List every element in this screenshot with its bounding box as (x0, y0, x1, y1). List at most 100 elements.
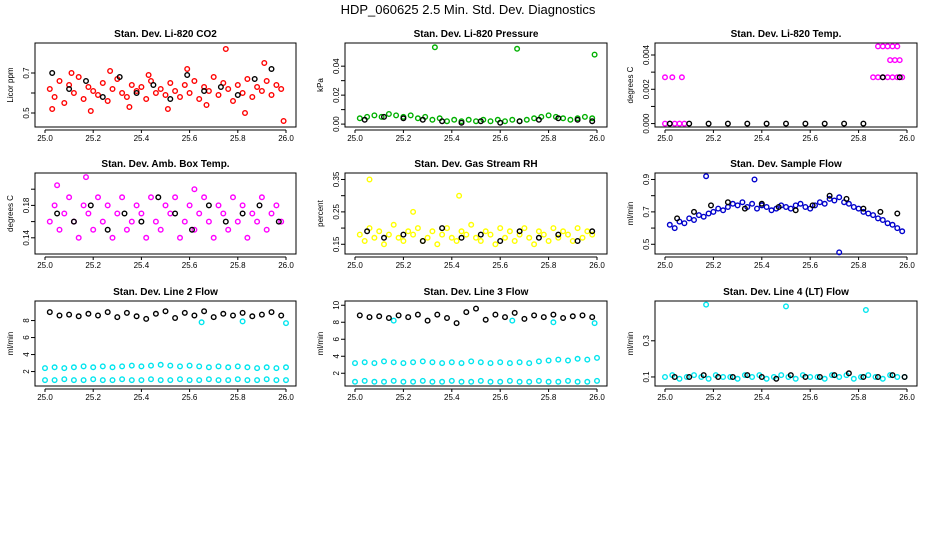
chart-panel-6: Stan. Dev. Sample Flow 0.5 0.7 0.9 ml/min 25.… (626, 159, 918, 270)
data-point (410, 378, 417, 385)
data-point (116, 73, 123, 80)
data-point (172, 210, 179, 217)
data-point (482, 228, 489, 235)
data-point (458, 228, 465, 235)
data-point (414, 225, 421, 232)
data-point (434, 311, 441, 318)
data-point (734, 202, 741, 209)
data-point (385, 315, 392, 322)
data-point (376, 313, 383, 320)
data-point (225, 364, 232, 371)
data-points (356, 44, 598, 126)
data-point (535, 228, 542, 235)
x-tick-label: 25.4 (444, 261, 460, 270)
data-point (686, 215, 693, 222)
data-point (792, 375, 799, 382)
data-point (254, 83, 261, 90)
data-point (589, 115, 596, 122)
data-point (763, 203, 770, 210)
data-point (797, 200, 804, 207)
x-tick-label: 25.8 (230, 134, 246, 143)
x-tick-label: 25.2 (85, 261, 101, 270)
data-point (104, 309, 111, 316)
data-point (196, 377, 203, 384)
data-point (671, 225, 678, 232)
data-point (70, 364, 77, 371)
data-point (666, 120, 673, 127)
y-tick-label: 0.7 (642, 206, 651, 218)
data-point (448, 234, 455, 241)
data-point (872, 374, 879, 381)
x-tick-label: 25.2 (396, 393, 412, 402)
data-point (535, 234, 542, 241)
data-point (894, 374, 901, 381)
data-point (239, 210, 246, 217)
data-point (506, 377, 513, 384)
series-bulk (46, 174, 285, 241)
data-point (477, 231, 484, 238)
data-point (473, 305, 480, 312)
chart-panel-2: Stan. Dev. Li-820 Pressure 0.00 0.02 0.04 kP… (316, 29, 608, 143)
data-point (821, 200, 828, 207)
data-point (133, 313, 140, 320)
data-point (831, 372, 838, 379)
panel-title: Stan. Dev. Li-820 Temp. (731, 29, 842, 40)
data-point (261, 60, 268, 67)
data-point (724, 120, 731, 127)
data-point (555, 234, 562, 241)
data-point (366, 314, 373, 321)
data-point (509, 116, 516, 123)
data-point (56, 226, 63, 233)
data-point (356, 312, 363, 319)
data-point (783, 303, 790, 310)
series-bulk (356, 44, 598, 125)
data-point (875, 43, 882, 50)
data-point (244, 234, 251, 241)
y-tick-label: 0.5 (642, 238, 651, 250)
series-band_lower (42, 376, 290, 384)
data-point (99, 79, 106, 86)
data-point (196, 95, 203, 102)
data-point (400, 231, 407, 238)
x-tick-label: 25.0 (657, 134, 673, 143)
x-tick-label: 26.0 (278, 134, 294, 143)
y-axis-label: Licor ppm (6, 67, 15, 102)
data-point (254, 377, 261, 384)
data-point (61, 376, 68, 383)
data-point (901, 374, 908, 381)
data-point (887, 372, 894, 379)
data-point (703, 173, 710, 180)
data-point (877, 208, 884, 215)
data-point (458, 360, 465, 367)
chart-panel-1: Stan. Dev. Li-820 CO2 0.5 0.7 Licor ppm 25.0… (6, 29, 297, 143)
data-point (205, 218, 212, 225)
data-point (80, 363, 87, 370)
data-point (205, 364, 212, 371)
data-point (477, 118, 484, 125)
data-point (511, 309, 518, 316)
data-point (700, 213, 707, 220)
data-points (46, 174, 285, 241)
data-point (61, 365, 68, 372)
y-tick-label: 0.02 (332, 87, 341, 103)
data-point (109, 234, 116, 241)
data-point (444, 225, 451, 232)
data-point (560, 315, 567, 322)
data-point (870, 74, 877, 81)
y-axis-label: degrees C (626, 66, 635, 103)
y-tick-label: 0.15 (332, 236, 341, 252)
data-point (439, 225, 446, 232)
data-point (119, 194, 126, 201)
data-point (555, 115, 562, 122)
data-point (477, 237, 484, 244)
data-point (371, 378, 378, 385)
data-point (829, 372, 836, 379)
y-axis-label: kPa (316, 78, 325, 92)
data-point (792, 202, 799, 209)
data-point (889, 74, 896, 81)
data-point (465, 116, 472, 123)
data-point (691, 216, 698, 223)
data-point (186, 202, 193, 209)
data-point (516, 118, 523, 125)
data-point (792, 207, 799, 214)
